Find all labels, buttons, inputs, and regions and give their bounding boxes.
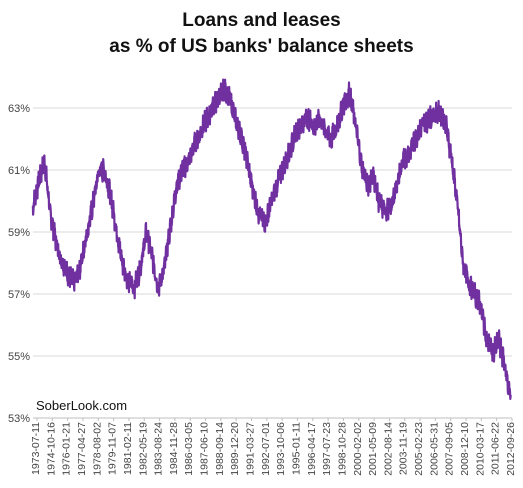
x-tick-label: 2001-05-09: [367, 422, 379, 476]
y-tick-label: 57%: [8, 289, 30, 301]
x-tick-label: 1997-07-23: [321, 422, 333, 476]
x-tick-label: 2000-02-02: [352, 422, 364, 476]
y-tick-label: 59%: [8, 227, 30, 239]
x-tick-label: 1984-11-28: [168, 422, 180, 475]
chart-title-line-2: as % of US banks' balance sheets: [109, 36, 414, 57]
y-tick-label: 53%: [8, 413, 30, 425]
x-tick-label: 1974-10-16: [45, 422, 57, 476]
x-tick-label: 1995-01-11: [290, 422, 302, 475]
x-tick-label: 2003-11-19: [398, 422, 410, 475]
x-tick-label: 1989-12-20: [229, 422, 241, 476]
x-axis-ticks: 1973-07-11 1974-10-16 1976-01-21 1977-04-27…: [30, 418, 517, 476]
x-tick-label: 1992-07-01: [260, 422, 272, 476]
y-tick-label: 61%: [8, 165, 30, 177]
y-tick-label: 63%: [8, 103, 30, 115]
x-tick-label: 1986-03-05: [183, 422, 195, 476]
x-tick-label: 1981-02-11: [122, 422, 134, 475]
x-tick-label: 1976-01-21: [61, 422, 73, 476]
chart-title: Loans and leases as % of US banks' balan…: [0, 8, 523, 60]
y-tick-label: 55%: [8, 351, 30, 363]
x-tick-label: 1987-06-10: [199, 422, 211, 476]
chart-title-line-1: Loans and leases: [182, 10, 341, 31]
y-axis-ticks: 53% 55% 57% 59% 61% 63%: [8, 103, 30, 425]
series-line: [31, 78, 512, 400]
x-tick-label: 1979-11-07: [107, 422, 119, 475]
x-tick-label: 2002-08-14: [382, 422, 394, 476]
x-tick-label: 1982-05-19: [137, 422, 149, 476]
x-tick-label: 2006-05-31: [428, 422, 440, 476]
x-tick-label: 1978-08-02: [91, 422, 103, 476]
x-tick-label: 1983-08-24: [153, 422, 165, 476]
x-tick-label: 1998-10-28: [336, 422, 348, 476]
gridlines: [33, 107, 512, 419]
x-tick-label: 1973-07-11: [30, 422, 42, 475]
x-tick-label: 1988-09-14: [214, 422, 226, 476]
x-tick-label: 2011-06-22: [490, 422, 502, 475]
x-tick-label: 2008-12-10: [459, 422, 471, 476]
series-group: [31, 78, 512, 400]
x-tick-label: 2005-02-23: [413, 422, 425, 476]
x-tick-label: 2012-09-26: [505, 422, 517, 476]
x-tick-label: 1996-04-17: [306, 422, 318, 476]
x-tick-label: 1993-10-06: [275, 422, 287, 476]
x-tick-label: 1977-04-27: [76, 422, 88, 476]
watermark-text: SoberLook.com: [36, 398, 127, 413]
x-tick-label: 2007-09-05: [444, 422, 456, 476]
x-tick-label: 1991-03-27: [245, 422, 257, 476]
x-tick-label: 2010-03-17: [474, 422, 486, 476]
